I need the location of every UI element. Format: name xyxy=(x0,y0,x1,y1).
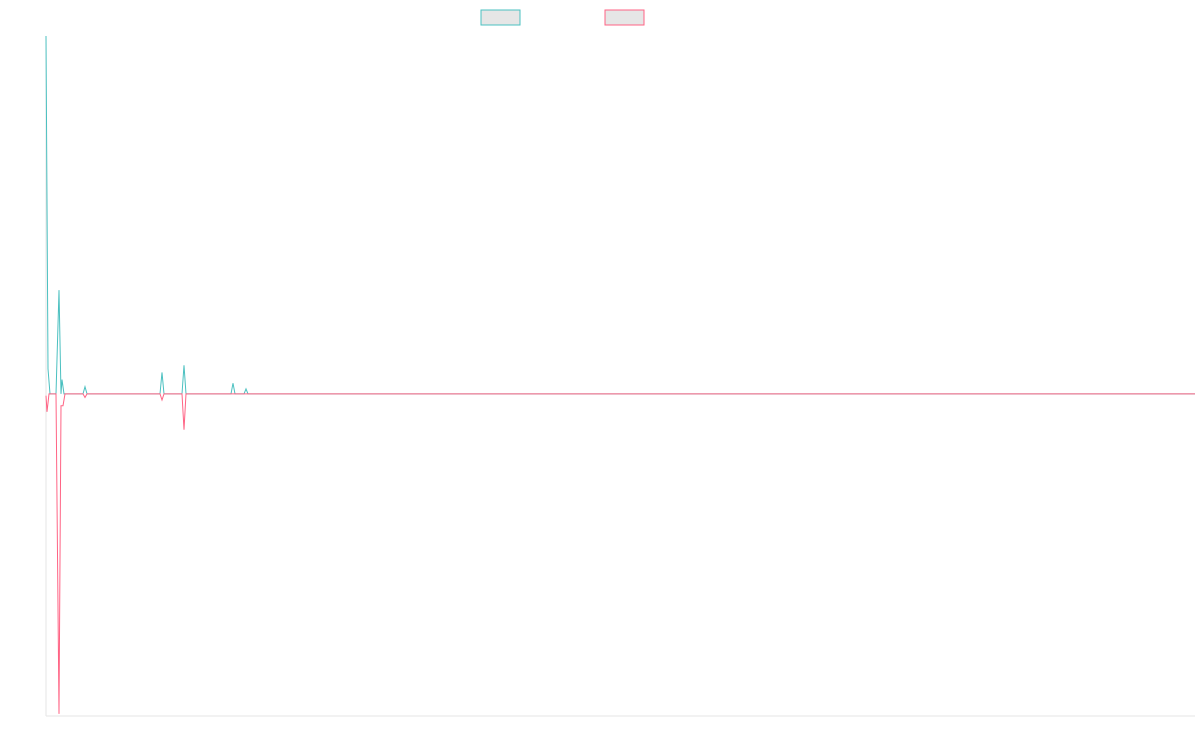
series-line xyxy=(45,35,1195,395)
legend xyxy=(480,9,645,26)
series-line xyxy=(45,393,1195,714)
legend-swatch xyxy=(480,9,521,26)
legend-swatch xyxy=(604,9,645,26)
